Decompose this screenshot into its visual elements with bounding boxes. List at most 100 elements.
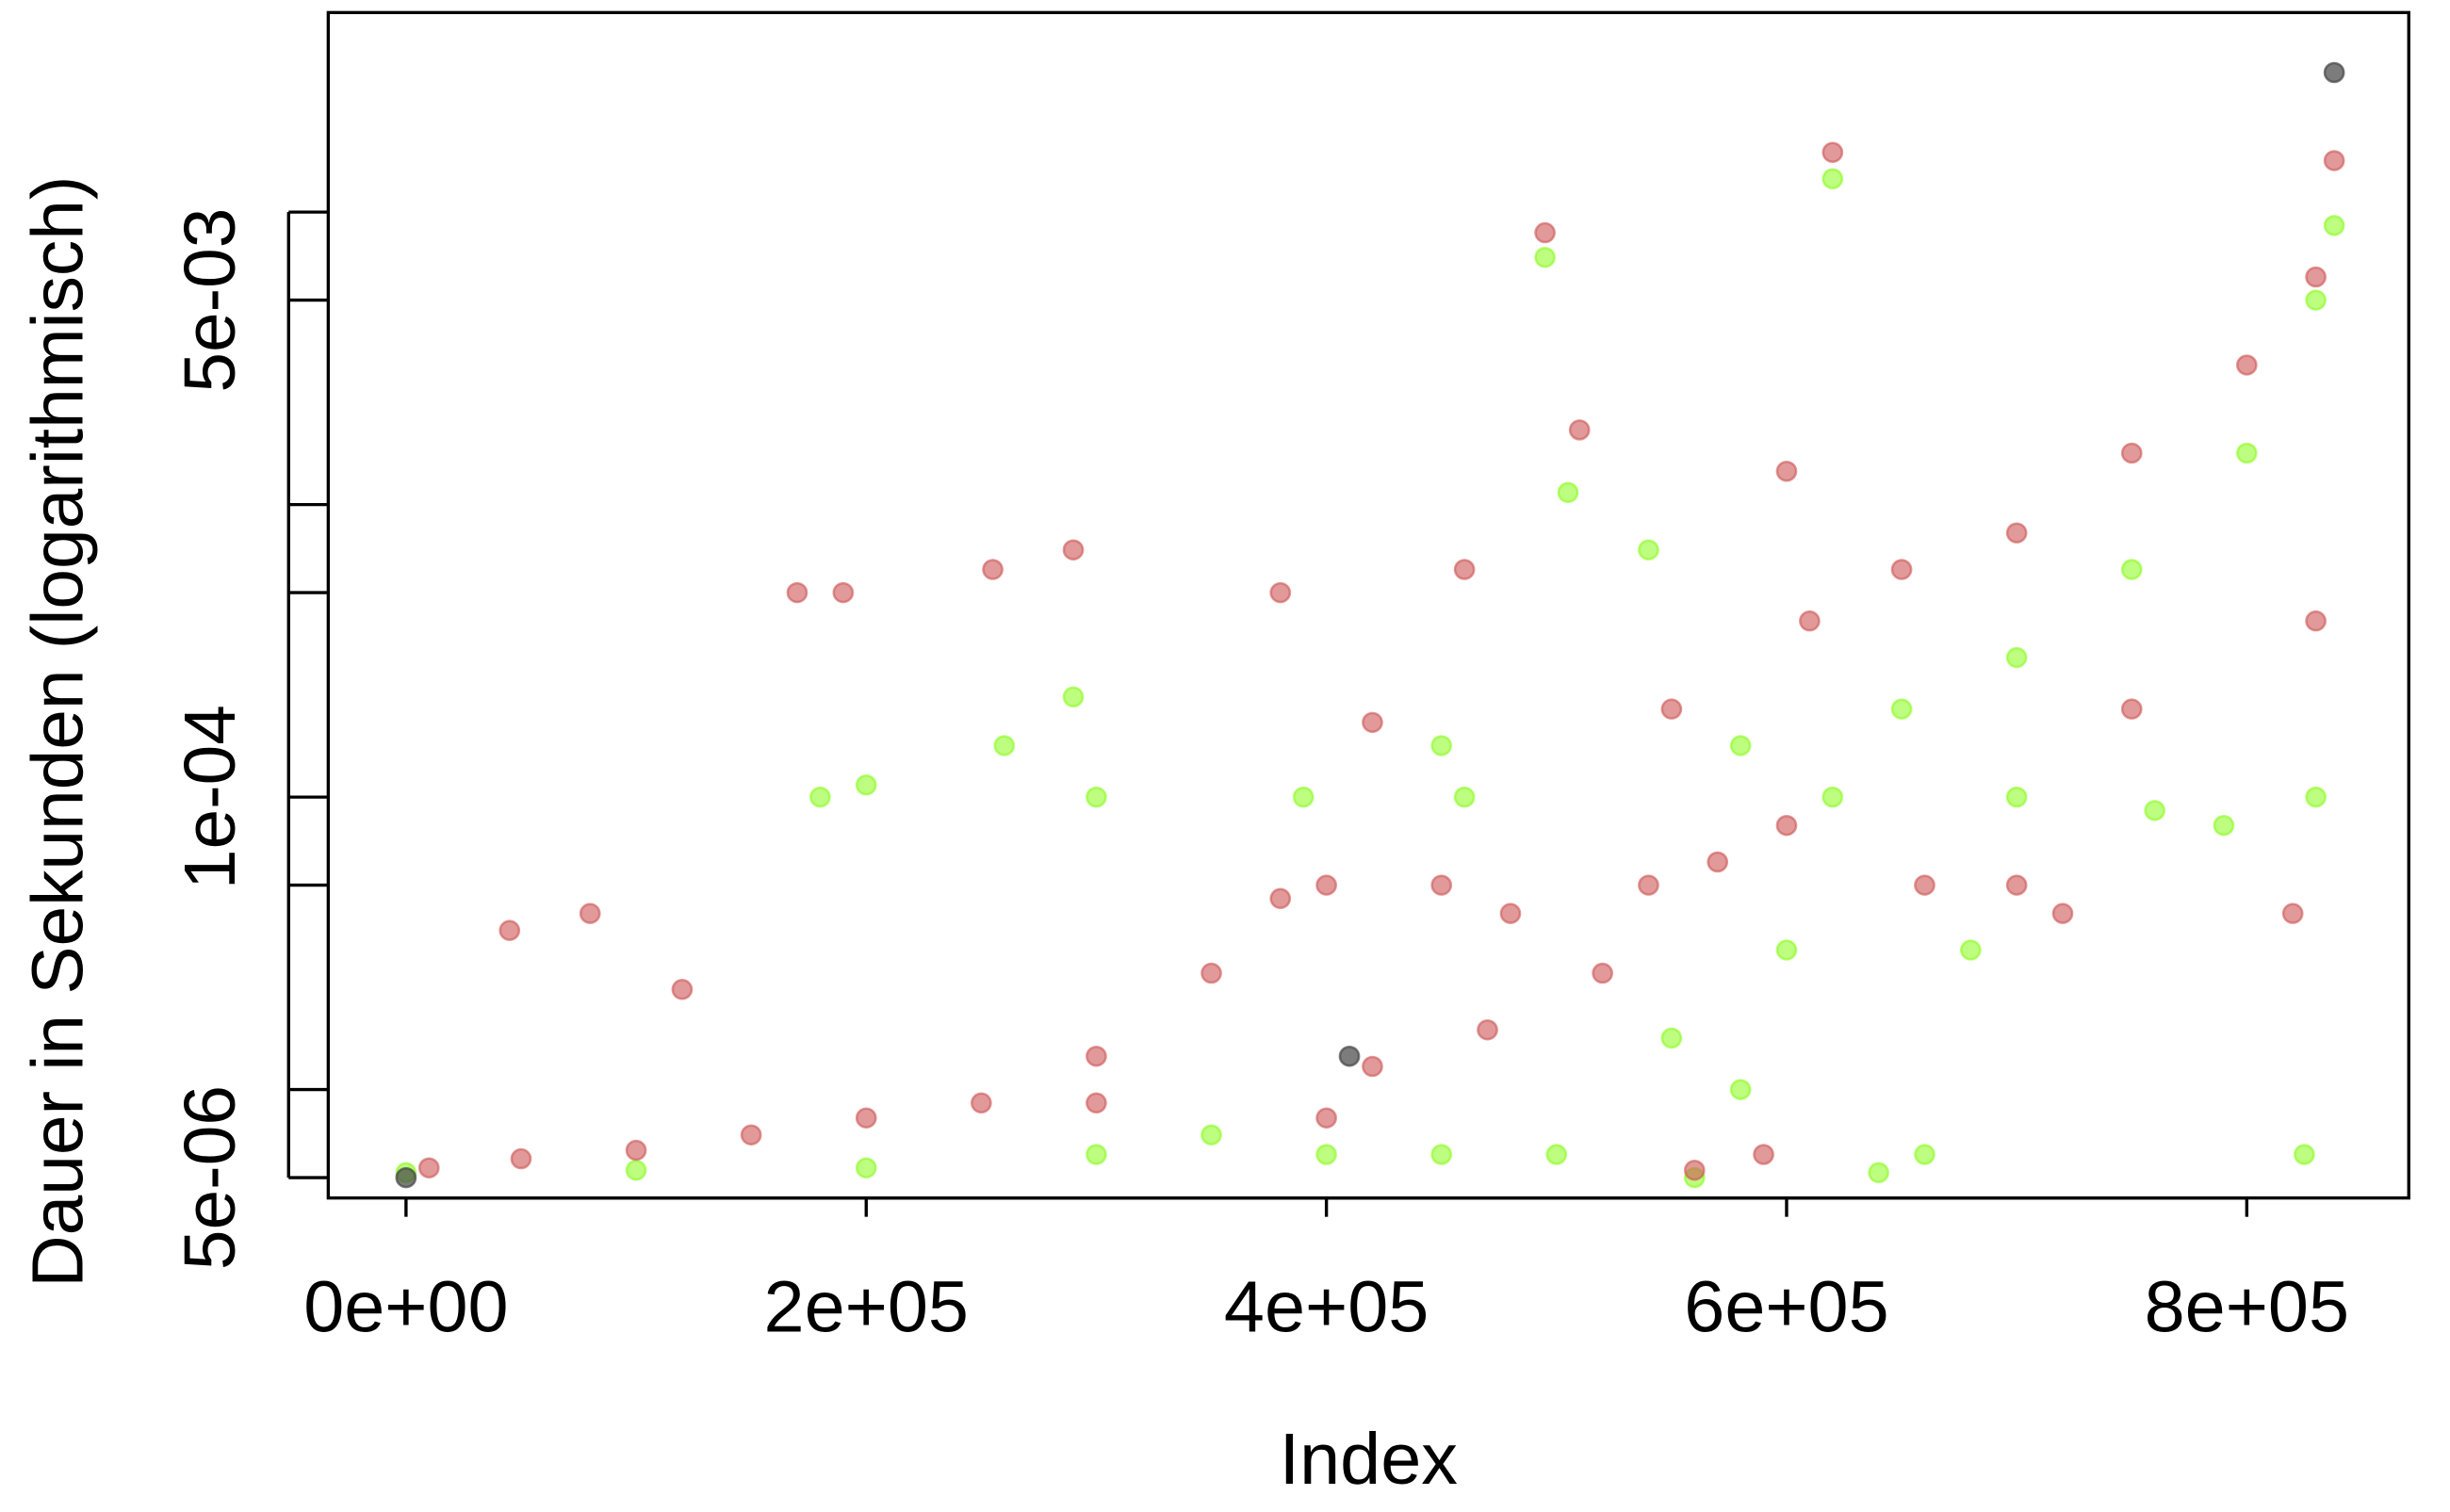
point	[1775, 814, 1798, 837]
point	[786, 581, 808, 604]
x-tick-label: 8e+05	[2145, 1267, 2349, 1348]
x-tick-label: 6e+05	[1684, 1267, 1888, 1348]
point	[1453, 786, 1476, 808]
point	[1086, 1144, 1107, 1165]
point	[1545, 1144, 1568, 1165]
point	[417, 1157, 440, 1179]
point	[625, 1159, 647, 1181]
point	[1430, 735, 1453, 756]
point	[2305, 266, 2327, 288]
point	[2281, 902, 2304, 924]
point	[1292, 786, 1315, 808]
point	[1062, 686, 1085, 708]
point	[1453, 559, 1476, 580]
point	[809, 786, 831, 808]
point	[855, 1157, 877, 1179]
point	[2005, 874, 2028, 896]
point	[1683, 1159, 1706, 1181]
point	[1086, 1092, 1107, 1114]
point	[1890, 698, 1913, 720]
point	[1753, 1144, 1774, 1165]
point	[1269, 581, 1292, 604]
point	[510, 1147, 532, 1170]
point	[1890, 559, 1913, 580]
point	[993, 735, 1016, 756]
point	[1534, 246, 1556, 268]
point	[1821, 141, 1844, 164]
point	[832, 581, 855, 604]
point	[1062, 539, 1085, 561]
point	[1799, 610, 1821, 632]
point	[2005, 646, 2028, 669]
point	[1430, 1144, 1453, 1165]
point	[1557, 481, 1579, 504]
y-tick-label: 5e-03	[170, 208, 251, 393]
point	[1315, 1107, 1337, 1129]
point	[1477, 1018, 1498, 1041]
point	[1430, 874, 1453, 896]
point	[2051, 902, 2074, 924]
point	[2323, 215, 2345, 236]
point	[1568, 419, 1591, 441]
point	[2235, 354, 2258, 376]
point	[1315, 1144, 1337, 1165]
y-tick-label: 5e-06	[170, 1085, 251, 1270]
point	[625, 1139, 647, 1162]
point	[1868, 1162, 1890, 1184]
point	[2294, 1144, 2315, 1165]
point	[1729, 1079, 1752, 1100]
point	[2144, 800, 2166, 821]
point	[2213, 814, 2235, 837]
x-tick-label: 0e+00	[303, 1267, 508, 1348]
point	[2005, 786, 2028, 808]
point	[671, 979, 694, 1000]
point	[1821, 786, 1844, 808]
point	[1362, 1055, 1383, 1078]
point	[1269, 887, 1292, 910]
point	[2120, 442, 2143, 464]
point	[1638, 874, 1659, 896]
point	[1200, 1124, 1222, 1146]
point	[2120, 698, 2143, 720]
point	[498, 919, 521, 941]
point	[395, 1166, 417, 1189]
plot-frame	[326, 10, 2410, 1200]
point	[2305, 289, 2327, 311]
point	[1775, 460, 1798, 482]
point	[1959, 939, 1982, 961]
point	[1086, 1045, 1107, 1067]
point	[1362, 711, 1383, 734]
point	[2305, 786, 2327, 808]
point	[2323, 61, 2345, 84]
point	[579, 902, 601, 924]
point	[1660, 698, 1683, 720]
point	[2323, 150, 2345, 171]
point	[1821, 168, 1844, 190]
point	[855, 1107, 877, 1129]
x-tick-label: 4e+05	[1224, 1267, 1429, 1348]
point	[1200, 962, 1222, 984]
point	[1338, 1045, 1361, 1067]
point	[1638, 539, 1659, 561]
point	[970, 1092, 992, 1114]
point	[1660, 1027, 1683, 1049]
point	[2120, 559, 2143, 580]
point	[1086, 786, 1107, 808]
point	[1729, 735, 1752, 756]
y-axis-label: Dauer in Sekunden (logarithmisch)	[17, 176, 98, 1288]
point	[1914, 874, 1936, 896]
point	[982, 559, 1004, 580]
point	[855, 774, 877, 796]
point	[1499, 902, 1522, 924]
point	[740, 1124, 762, 1146]
point	[1315, 874, 1337, 896]
point	[1534, 221, 1556, 244]
point	[1775, 939, 1798, 961]
point	[1707, 851, 1729, 873]
y-tick-label: 1e-04	[170, 705, 251, 889]
point	[2005, 522, 2028, 544]
x-axis-label: Index	[1280, 1419, 1458, 1500]
point	[1914, 1144, 1936, 1165]
point	[1592, 962, 1613, 984]
